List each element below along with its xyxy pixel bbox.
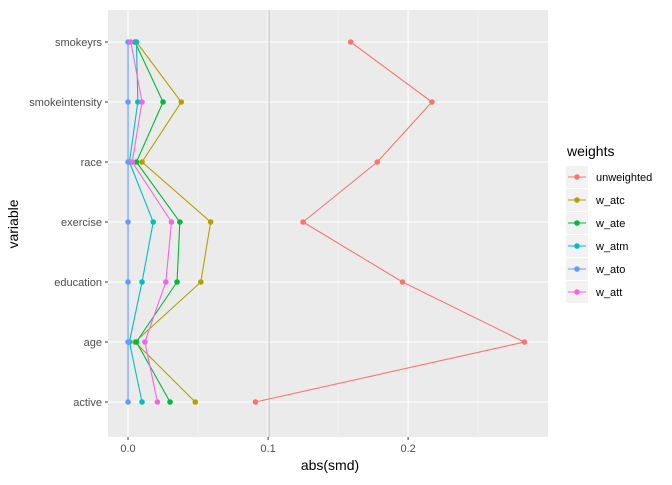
y-tick-label: race bbox=[81, 157, 102, 169]
legend-key-point bbox=[574, 289, 580, 295]
data-point-w_atm bbox=[135, 99, 141, 105]
y-tick-label: smokeintensity bbox=[29, 97, 102, 109]
legend-label: w_ate bbox=[595, 218, 625, 230]
data-point-w_ate bbox=[167, 399, 173, 405]
y-tick-label: exercise bbox=[61, 217, 102, 229]
data-point-w_atc bbox=[207, 219, 214, 225]
plot-panel bbox=[108, 10, 548, 437]
data-point-w_att bbox=[128, 39, 134, 45]
data-point-unweighted bbox=[374, 159, 381, 165]
data-point-w_atm bbox=[139, 399, 145, 405]
data-point-w_atc bbox=[178, 99, 185, 105]
data-point-w_ate bbox=[133, 159, 140, 165]
legend-key-point bbox=[574, 197, 580, 203]
data-point-w_att bbox=[154, 399, 161, 405]
legend-label: w_ato bbox=[595, 264, 625, 276]
legend-key-point bbox=[574, 266, 580, 272]
x-axis-label: abs(smd) bbox=[301, 457, 359, 473]
data-point-w_ato bbox=[125, 219, 131, 225]
data-point-w_atc bbox=[198, 279, 204, 285]
legend-key-point bbox=[574, 220, 580, 226]
y-tick-label: active bbox=[73, 397, 102, 409]
legend-label: unweighted bbox=[596, 172, 652, 184]
x-tick-label: 0.0 bbox=[120, 443, 135, 455]
data-point-w_ato bbox=[125, 99, 131, 105]
data-point-w_ate bbox=[133, 339, 140, 345]
data-point-w_ato bbox=[125, 339, 131, 345]
legend: weights unweighted w_atc w_ate w_atm w_ato w_… bbox=[566, 143, 652, 303]
data-point-w_ato bbox=[125, 399, 131, 405]
legend-label: w_atc bbox=[595, 195, 625, 207]
data-point-w_atm bbox=[150, 219, 157, 225]
data-point-w_atc bbox=[192, 399, 199, 405]
y-axis-label: variable bbox=[5, 199, 21, 248]
data-point-w_ate bbox=[177, 219, 183, 225]
legend-title: weights bbox=[566, 143, 614, 159]
x-tick-label: 0.1 bbox=[260, 443, 275, 455]
data-point-w_att bbox=[168, 219, 175, 225]
legend-label: w_att bbox=[595, 287, 622, 299]
y-tick-label: education bbox=[54, 277, 102, 289]
data-point-w_ate bbox=[174, 279, 180, 285]
legend-key-point bbox=[574, 174, 580, 180]
data-point-w_atc bbox=[139, 159, 145, 165]
data-point-unweighted bbox=[300, 219, 306, 225]
data-point-w_att bbox=[163, 279, 169, 285]
data-point-w_att bbox=[142, 339, 148, 345]
data-point-unweighted bbox=[252, 399, 259, 405]
data-point-w_att bbox=[129, 159, 136, 165]
data-point-w_ate bbox=[160, 99, 166, 105]
x-tick-label: 0.2 bbox=[400, 443, 415, 455]
data-point-w_atm bbox=[133, 39, 140, 45]
data-point-w_att bbox=[139, 99, 145, 105]
data-point-unweighted bbox=[399, 279, 406, 285]
legend-label: w_atm bbox=[595, 241, 628, 253]
data-point-unweighted bbox=[429, 99, 435, 105]
y-tick-label: age bbox=[84, 337, 102, 349]
data-point-unweighted bbox=[347, 39, 354, 45]
data-point-w_atm bbox=[139, 279, 145, 285]
data-point-w_ato bbox=[125, 279, 131, 285]
data-point-unweighted bbox=[521, 339, 528, 345]
y-tick-label: smokeyrs bbox=[55, 37, 103, 49]
data-point-w_ato bbox=[125, 159, 131, 165]
legend-key-point bbox=[574, 243, 580, 249]
